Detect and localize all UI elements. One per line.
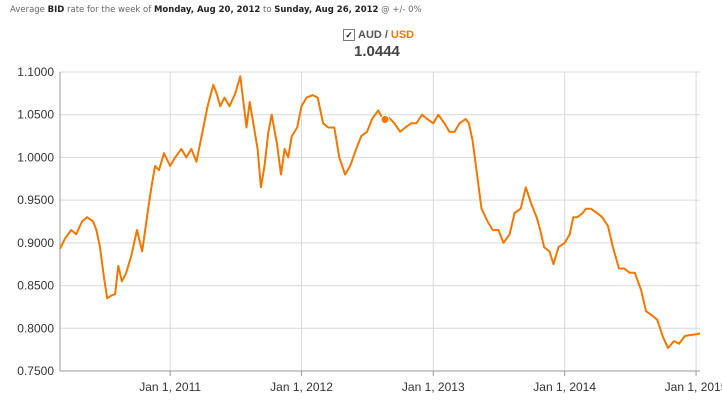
legend-base-currency: AUD: [358, 29, 382, 41]
x-tick-label: Jan 1, 2015: [665, 380, 722, 394]
y-tick-label: 1.0000: [17, 150, 54, 164]
caption-start-date: Monday, Aug 20, 2012: [153, 5, 261, 15]
legend-quote-currency: USD: [390, 29, 415, 41]
caption-prefix: Average: [10, 5, 45, 15]
selected-rate-value: 1.0444: [354, 43, 400, 60]
y-tick-label: 0.9000: [17, 236, 54, 250]
caption-rate-type: BID: [47, 5, 65, 15]
y-tick-label: 0.7500: [17, 364, 54, 378]
caption-middle: rate for the week of: [67, 5, 152, 15]
x-tick-label: Jan 1, 2012: [270, 380, 333, 394]
selected-week-marker: [380, 114, 390, 124]
y-tick-label: 0.8000: [17, 321, 54, 335]
y-tick-label: 1.1000: [17, 65, 54, 79]
caption-suffix: @ +/- 0%: [381, 5, 422, 15]
y-tick-label: 0.9500: [17, 193, 54, 207]
caption-to: to: [263, 5, 272, 15]
caption-end-date: Sunday, Aug 26, 2012: [274, 5, 379, 15]
x-tick-label: Jan 1, 2013: [402, 380, 465, 394]
series-legend: ✓ AUD / USD: [343, 29, 414, 41]
plot-area: [60, 72, 700, 371]
legend-separator: /: [384, 29, 388, 41]
series-toggle-checkbox[interactable]: ✓: [343, 29, 355, 41]
y-tick-label: 0.8500: [17, 279, 54, 293]
axis-layer: 0.7500 0.8000 0.8500 0.9000 0.9500 1.0000 1.05…: [17, 65, 722, 394]
chart-caption: Average BID rate for the week of Monday,…: [10, 5, 422, 15]
x-tick-label: Jan 1, 2011: [139, 380, 201, 394]
series-layer: [59, 75, 701, 349]
x-tick-label: Jan 1, 2014: [533, 380, 596, 394]
y-tick-label: 1.0500: [17, 108, 54, 122]
series-line-aud-usd: [59, 75, 701, 349]
grid-layer: [60, 71, 700, 372]
